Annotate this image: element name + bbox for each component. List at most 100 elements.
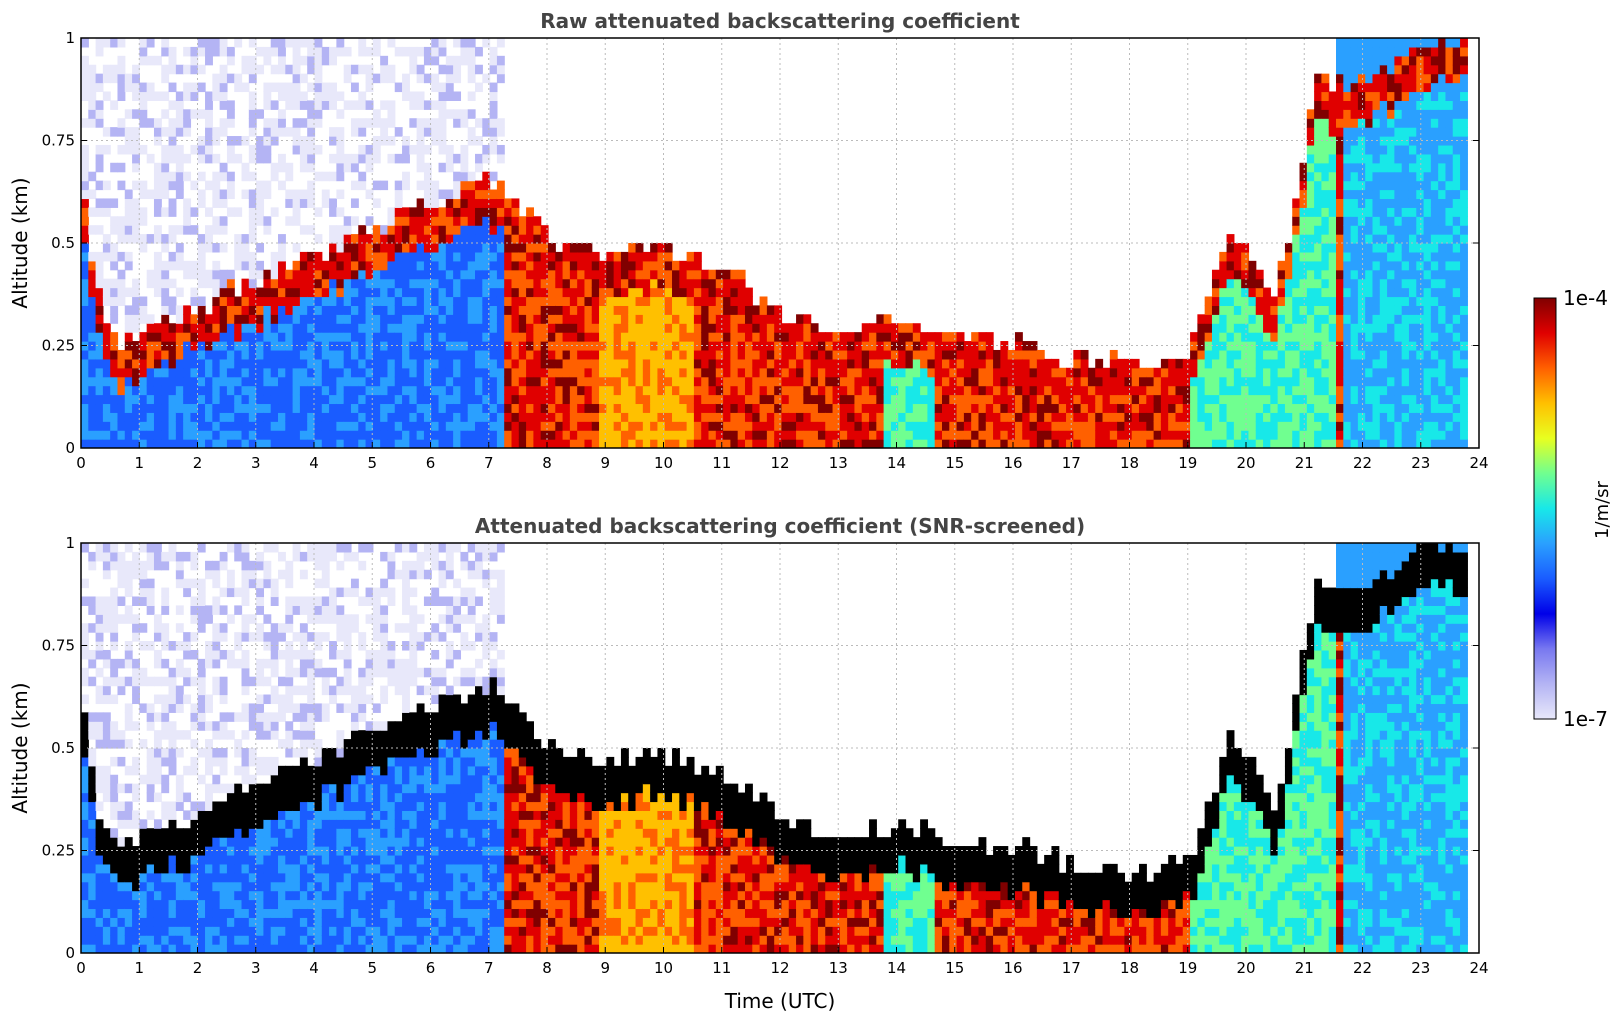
heatmap-cell [190,412,199,422]
heatmap-cell [343,287,352,298]
heatmap-cell [1314,251,1323,262]
heatmap-cell [912,403,921,413]
heatmap-cell [212,127,221,137]
heatmap-cell [183,376,192,387]
heatmap-cell [278,109,286,119]
heatmap-cell [81,207,89,217]
heatmap-cell [124,332,133,342]
heatmap-cell [825,367,834,378]
heatmap-cell [1292,225,1301,235]
heatmap-cell [752,394,761,405]
heatmap-cell [774,385,783,396]
heatmap-cell [1343,64,1352,75]
heatmap-cell [562,269,571,280]
heatmap-cell [438,287,447,298]
heatmap-cell [1416,349,1425,360]
heatmap-cell [993,430,1001,440]
heatmap-cell [1365,38,1374,48]
heatmap-cell [292,216,301,226]
heatmap-cell [1336,198,1344,208]
heatmap-cell [1379,198,1388,208]
heatmap-cell [985,332,994,342]
heatmap-cell [482,430,491,440]
heatmap-cell [365,412,374,422]
heatmap-cell [416,162,425,173]
heatmap-cell [1080,349,1089,360]
heatmap-cell [1277,323,1286,333]
heatmap-cell [445,55,454,66]
heatmap-cell [708,430,717,440]
heatmap-cell [241,278,250,289]
heatmap-cell [942,412,950,422]
heatmap-cell [1343,216,1352,226]
heatmap-cell [1204,394,1213,405]
heatmap-cell [423,403,432,413]
heatmap-cell [248,118,257,128]
heatmap-cell [679,367,688,378]
heatmap-cell [212,349,221,360]
heatmap-cell [1430,136,1439,146]
heatmap-cell [1336,394,1344,405]
heatmap-cell [540,412,549,422]
heatmap-cell [438,332,447,342]
heatmap-cell [1066,385,1074,396]
heatmap-cell [577,296,586,306]
heatmap-cell [664,403,673,413]
heatmap-cell [869,421,877,431]
heatmap-cell [475,385,483,396]
heatmap-cell [482,234,491,244]
heatmap-cell [387,64,396,75]
heatmap-cell [1350,287,1359,298]
heatmap-cell [1430,234,1439,244]
heatmap-cell [1350,243,1359,253]
heatmap-cell [81,358,89,369]
heatmap-cell [402,439,410,448]
heatmap-cell [1438,385,1447,396]
heatmap-cell [1314,153,1323,164]
heatmap-cell [212,180,221,191]
heatmap-cell [526,269,534,280]
heatmap-cell [81,863,89,874]
heatmap-cell [905,332,914,342]
heatmap-cell [292,55,301,66]
heatmap-cell [942,403,950,413]
heatmap-cell [372,367,381,378]
heatmap-cell [197,305,206,315]
heatmap-cell [387,225,396,235]
heatmap-cell [110,412,119,422]
heatmap-cell [1248,305,1257,315]
heatmap-cell [708,287,717,298]
heatmap-cell [190,180,199,191]
heatmap-cell [985,376,994,387]
heatmap-cell [482,180,491,191]
heatmap-cell [365,73,374,84]
heatmap-cell [453,64,462,75]
heatmap-cell [124,127,133,137]
heatmap-cell [1014,349,1023,360]
heatmap-cell [110,358,119,369]
heatmap-cell [343,225,352,235]
heatmap-cell [496,153,505,164]
heatmap-cell [153,439,162,448]
heatmap-cell [1263,403,1271,413]
heatmap-cell [1423,314,1432,324]
heatmap-cell [606,296,615,306]
heatmap-cell [423,323,432,333]
heatmap-cell [1379,251,1388,262]
heatmap-cell [1328,349,1337,360]
heatmap-cell [1284,305,1293,315]
heatmap-cell [423,296,432,306]
heatmap-cell [693,314,702,324]
heatmap-cell [88,854,97,865]
heatmap-cell [343,412,352,422]
x-tick-label: 7 [484,454,494,472]
heatmap-cell [321,269,330,280]
heatmap-cell [285,341,294,351]
heatmap-cell [1029,358,1038,369]
heatmap-cell [270,287,279,298]
heatmap-cell [336,349,345,360]
heatmap-cell [475,314,483,324]
heatmap-cell [402,46,410,57]
heatmap-cell [1299,171,1308,182]
heatmap-cell [1102,430,1111,440]
